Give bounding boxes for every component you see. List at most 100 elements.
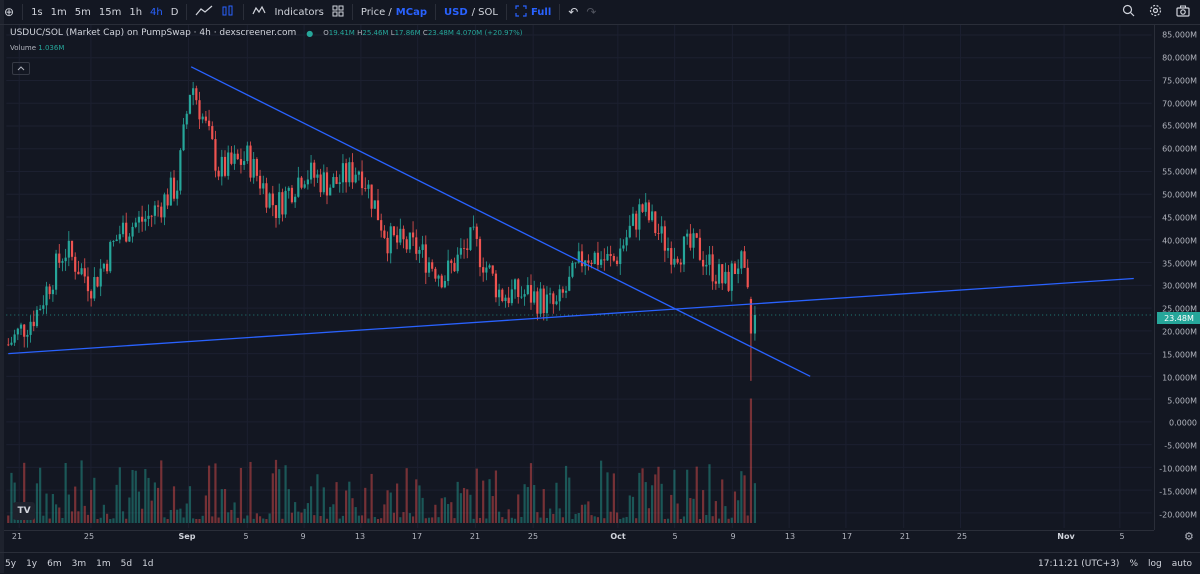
indicators-button[interactable]: Indicators [274,6,324,18]
timeframe-1h[interactable]: 1h [129,6,143,18]
candle-body [405,239,408,250]
candles-icon[interactable] [217,5,239,20]
timeframe-1s[interactable]: 1s [31,6,43,18]
candle-body [74,256,77,272]
range-5y[interactable]: 5y [5,558,17,569]
volume-bar [424,518,427,524]
undo-icon[interactable]: ↶ [568,5,579,19]
price-axis-label: 55.000M [1162,167,1197,177]
volume-bar [23,462,26,524]
volume-bar [427,517,431,524]
legend-l-label: L [390,29,395,37]
trendline[interactable] [8,277,1134,355]
full-button[interactable]: Full [530,6,552,18]
legend-title[interactable]: USDUC/SOL (Market Cap) on PumpSwap · 4h … [10,28,297,38]
candle-body [67,240,70,258]
redo-icon[interactable]: ↷ [586,5,597,19]
volume-bar [504,519,507,524]
volume-bar [466,489,469,524]
volume-bar [233,502,236,524]
volume-bar [319,516,322,524]
range-1m[interactable]: 1m [96,558,111,569]
candle-body [303,184,306,188]
volume-bar [440,498,443,524]
candle-body [402,228,405,240]
price-toggle[interactable]: Price / [360,6,392,18]
candle-body [549,293,552,295]
candle-body [192,88,195,95]
range-5d[interactable]: 5d [120,558,133,569]
candle-body [529,284,533,303]
collapse-legend-button[interactable] [12,62,30,75]
time-axis[interactable]: 21 25 Sep 5 9 13 17 21 25 Oct 5 9 13 17 21 25 Nov 5 [4,530,1154,545]
price-axis[interactable]: 85.000M 80.000M 75.000M 70.000M 65.000M 60.00… [1154,25,1200,530]
candle-body [223,156,227,176]
candle-body [692,233,695,248]
tradingview-logo[interactable]: TV [13,502,35,520]
volume-bar [488,479,491,524]
volume-label: Volume [10,44,37,52]
axis-settings-icon[interactable]: ⚙ [1184,530,1194,543]
candle-body [376,200,380,221]
range-1d[interactable]: 1d [142,558,154,569]
volume-bar [90,489,93,524]
trendline[interactable] [190,66,811,377]
add-symbol-icon[interactable]: ⊕ [4,5,15,19]
gear-icon[interactable] [1145,4,1166,20]
volume-bar [698,519,702,524]
price-chart[interactable] [4,25,1154,528]
volume-bar [105,513,109,524]
range-1y[interactable]: 1y [26,558,38,569]
volume-bar [322,487,325,524]
volume-bar [383,504,386,524]
log-toggle[interactable]: log [1148,558,1162,569]
time-axis-label: 13 [784,532,796,541]
layouts-icon[interactable] [328,5,348,20]
sol-toggle[interactable]: / SOL [471,6,498,18]
usd-toggle[interactable]: USD [444,6,468,18]
volume-bar [692,498,695,524]
line-chart-icon[interactable] [191,5,217,20]
volume-bar [558,508,561,524]
volume-bar [670,494,673,524]
auto-toggle[interactable]: auto [1171,558,1192,569]
candle-body [294,196,297,203]
volume-bar [478,517,482,524]
search-icon[interactable] [1118,4,1139,20]
volume-bar [67,494,70,524]
timeframe-1m[interactable]: 1m [50,6,67,18]
legend-c-label: C [422,29,428,37]
volume-bar [338,518,341,524]
indicators-icon[interactable] [248,5,270,20]
timeframe-5m[interactable]: 5m [74,6,91,18]
volume-bar [357,515,360,524]
candle-body [90,291,93,299]
camera-icon[interactable] [1172,5,1194,20]
candle-body [211,126,214,140]
volume-bar [220,489,223,524]
visibility-dot-icon[interactable]: ● [306,28,314,38]
candle-body [348,162,351,183]
volume-bar [370,473,373,524]
mcap-toggle[interactable]: MCap [395,6,427,18]
volume-bar [166,519,169,524]
candle-body [596,252,600,265]
volume-bar [711,516,714,524]
volume-bar [287,489,290,524]
candle-body [574,262,577,264]
timeframe-d[interactable]: D [170,6,179,18]
time-axis-label: 9 [300,532,306,541]
legend-h-value: 25.46M [362,29,389,37]
clock[interactable]: 17:11:21 (UTC+3) [1038,558,1120,569]
range-6m[interactable]: 6m [47,558,62,569]
volume-bar [252,518,255,524]
timeframe-4h[interactable]: 4h [150,6,163,18]
volume-bar [695,466,698,524]
timeframe-15m[interactable]: 15m [98,6,122,18]
percent-toggle[interactable]: % [1129,558,1138,569]
range-3m[interactable]: 3m [71,558,87,569]
left-toolbar [0,0,4,573]
candle-body [539,288,542,314]
fullscreen-icon[interactable] [511,4,531,20]
volume-bar [147,477,150,524]
